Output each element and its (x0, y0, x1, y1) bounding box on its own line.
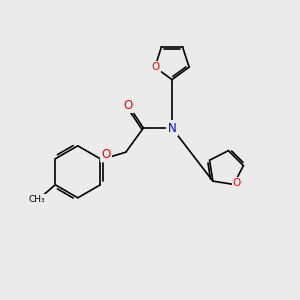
Text: N: N (168, 122, 176, 134)
Text: O: O (152, 62, 160, 72)
Text: O: O (124, 99, 133, 112)
Text: O: O (232, 178, 241, 188)
Text: CH₃: CH₃ (29, 195, 46, 204)
Text: O: O (101, 148, 110, 161)
